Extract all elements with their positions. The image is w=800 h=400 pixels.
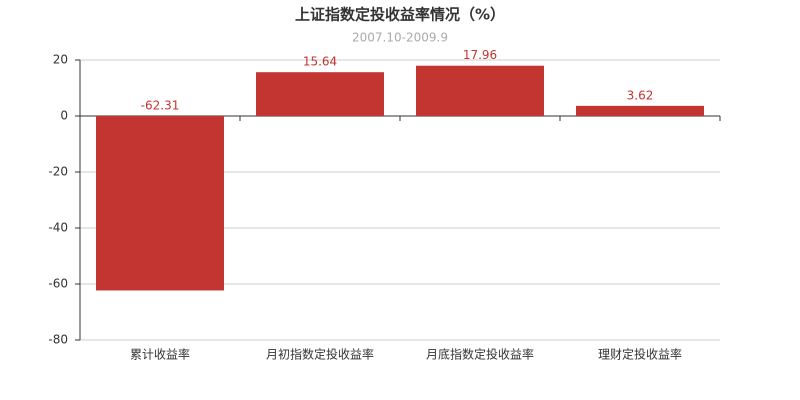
data-label: 17.96 <box>463 48 497 62</box>
y-tick-label: -20 <box>48 165 68 179</box>
data-label: 15.64 <box>303 55 337 69</box>
x-tick-label: 月初指数定投收益率 <box>266 347 374 362</box>
y-tick-label: -40 <box>48 221 68 235</box>
y-tick-label: 0 <box>60 109 68 123</box>
x-tick-label: 累计收益率 <box>130 347 190 362</box>
y-tick-label: -60 <box>48 277 68 291</box>
y-tick-label: 20 <box>53 53 68 67</box>
x-tick-label: 月底指数定投收益率 <box>426 347 534 362</box>
data-label: -62.31 <box>141 99 180 113</box>
chart-subtitle: 2007.10-2009.9 <box>352 31 448 45</box>
x-tick-label: 理财定投收益率 <box>598 347 682 362</box>
bar <box>576 105 704 116</box>
data-label: 3.62 <box>627 88 654 102</box>
bar <box>96 116 224 291</box>
y-tick-label: -80 <box>48 333 68 347</box>
bar <box>256 72 384 116</box>
chart-title: 上证指数定投收益率情况（%） <box>295 6 505 24</box>
bar <box>416 65 544 116</box>
